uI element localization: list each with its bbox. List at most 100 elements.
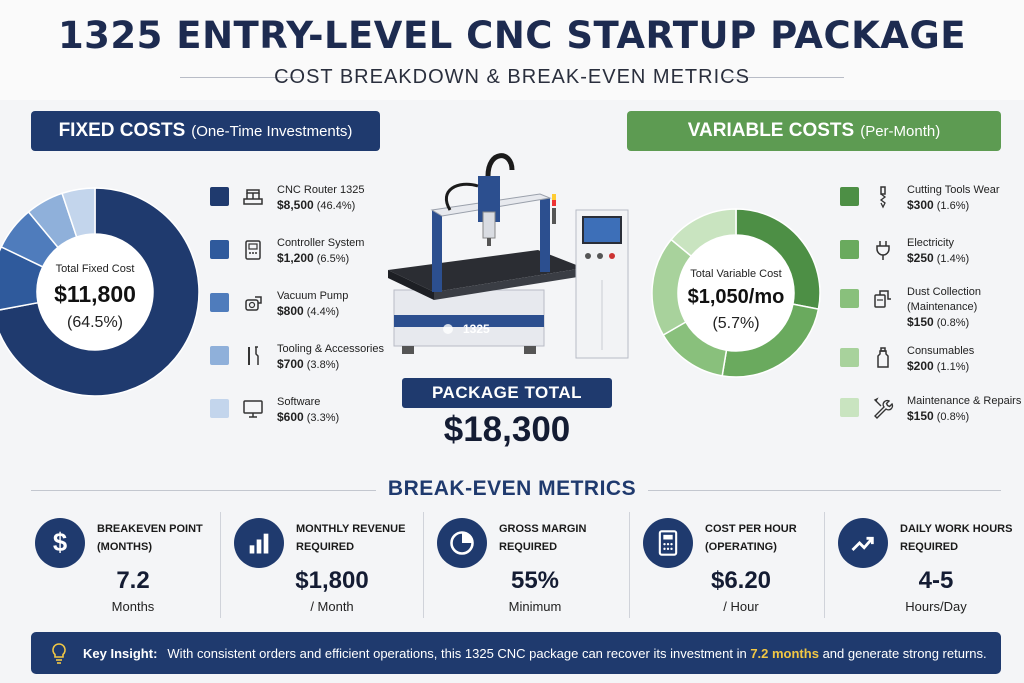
plug-icon (876, 241, 890, 260)
legend-swatch (840, 240, 859, 259)
metric-divider (220, 512, 221, 618)
variable-legend-item: Consumables $200 (1.1%) (840, 344, 974, 375)
breakeven-rule-left (31, 490, 376, 491)
metric-label-line2: (MONTHS) (97, 541, 152, 553)
dollar-icon: $ (53, 529, 67, 557)
machine-label: 1325 (463, 322, 490, 336)
legend-name: Maintenance & Repairs (907, 395, 1022, 407)
metric-icon-badge (234, 518, 284, 568)
end-mill-icon (879, 186, 887, 209)
metric-label-line1: COST PER HOUR (705, 523, 797, 535)
legend-swatch (840, 398, 859, 417)
variable-total-value: $1,050/mo (687, 286, 785, 308)
legend-swatch (840, 348, 859, 367)
metric-label-line2: REQUIRED (900, 541, 959, 553)
legend-name: Cutting Tools Wear (907, 184, 1000, 196)
legend-swatch (840, 187, 859, 206)
metric-label: GROSS MARGIN REQUIRED (499, 520, 629, 556)
fixed-cost-donut (0, 187, 200, 397)
insight-highlight: 7.2 months (750, 645, 819, 661)
variable-donut-center-hole (678, 235, 794, 351)
monitor-icon (243, 400, 263, 418)
metric-value: 4-5 (918, 567, 954, 594)
metric-unit: / Hour (723, 599, 759, 614)
key-insight-text: With consistent orders and efficient ope… (167, 646, 986, 661)
legend-pct: (1.4%) (936, 253, 970, 265)
metric-icon-badge (437, 518, 487, 568)
legend-amount: $600 (277, 410, 304, 424)
fixed-donut-center-hole (37, 234, 153, 350)
metric-unit: Months (111, 599, 155, 614)
fixed-total-label: Total Fixed Cost (55, 263, 135, 275)
legend-name: Vacuum Pump (277, 290, 349, 302)
legend-pct: (3.8%) (306, 359, 340, 371)
metric-card: DAILY WORK HOURS REQUIRED 4-5 Hours/Day (838, 510, 1024, 622)
tooling-icon (248, 346, 259, 365)
legend-text: Consumables $200 (1.1%) (907, 344, 974, 375)
vacuum-pump-icon (245, 296, 262, 311)
insight-text-before: With consistent orders and efficient ope… (167, 645, 747, 661)
legend-name-sub: (Maintenance) (907, 301, 978, 313)
metric-divider (629, 512, 630, 618)
legend-pct: (3.3%) (306, 412, 340, 424)
key-insight-bar: Key Insight: With consistent orders and … (31, 632, 1001, 674)
metric-card: MONTHLY REVENUE REQUIRED $1,800 / Month (234, 510, 430, 622)
subtitle-row: COST BREAKDOWN & BREAK-EVEN METRICS (180, 64, 844, 92)
cnc-machine-illustration: 1325 (388, 153, 629, 359)
legend-amount: $700 (277, 357, 304, 371)
legend-amount: $1,200 (277, 251, 314, 265)
fixed-legend-item: Controller System $1,200 (6.5%) (210, 236, 364, 267)
legend-swatch (210, 399, 229, 418)
insight-text-after: and generate strong returns. (822, 645, 987, 661)
metric-label-line2: (OPERATING) (705, 541, 777, 553)
bottle-icon (877, 347, 889, 368)
subtitle-rule-right (724, 77, 844, 78)
breakeven-heading: BREAK-EVEN METRICS (387, 477, 637, 500)
metric-label-line1: BREAKEVEN POINT (97, 523, 203, 535)
legend-text: Dust Collection (Maintenance) $150 (0.8%) (907, 285, 981, 331)
metric-label: DAILY WORK HOURS REQUIRED (900, 520, 1024, 556)
legend-text: CNC Router 1325 $8,500 (46.4%) (277, 183, 364, 214)
fixed-legend-item: Software $600 (3.3%) (210, 395, 339, 426)
variable-donut-center: Total Variable Cost $1,050/mo (5.7%) (684, 268, 788, 333)
fixed-total-pct: (64.5%) (66, 314, 124, 331)
fixed-legend-item: Tooling & Accessories $700 (3.8%) (210, 342, 384, 373)
header: 1325 ENTRY-LEVEL CNC STARTUP PACKAGE COS… (0, 0, 1024, 100)
metric-icon-badge (643, 518, 693, 568)
legend-text: Cutting Tools Wear $300 (1.6%) (907, 183, 1000, 214)
fixed-costs-banner: FIXED COSTS (One-Time Investments) (31, 111, 380, 151)
fixed-costs-heading: FIXED COSTS (58, 120, 186, 141)
legend-pct: (46.4%) (316, 200, 356, 212)
legend-pct: (0.8%) (936, 317, 970, 329)
metric-label: MONTHLY REVENUE REQUIRED (296, 520, 426, 556)
variable-cost-donut (651, 208, 821, 378)
variable-costs-heading: VARIABLE COSTS (687, 120, 855, 141)
legend-name: Controller System (277, 237, 365, 249)
legend-text: Software $600 (3.3%) (277, 395, 339, 426)
legend-name: Dust Collection (907, 286, 981, 298)
legend-name: Consumables (907, 345, 975, 357)
legend-swatch (210, 346, 229, 365)
legend-pct: (1.1%) (936, 361, 970, 373)
page-title: 1325 ENTRY-LEVEL CNC STARTUP PACKAGE (57, 14, 967, 57)
pie-chart-icon (450, 531, 474, 555)
metric-label-line1: MONTHLY REVENUE (296, 523, 406, 535)
metric-divider (423, 512, 424, 618)
metric-value: $1,800 (295, 567, 369, 594)
legend-name: Tooling & Accessories (277, 343, 384, 355)
dust-collector-icon (874, 290, 891, 308)
subtitle-rule-left (180, 77, 300, 78)
metric-value: $6.20 (710, 567, 772, 594)
metric-icon-badge: $ (35, 518, 85, 568)
legend-pct: (1.6%) (936, 200, 970, 212)
metric-divider (824, 512, 825, 618)
legend-text: Vacuum Pump $800 (4.4%) (277, 289, 348, 320)
metric-unit: Minimum (508, 599, 562, 614)
variable-legend-item: Cutting Tools Wear $300 (1.6%) (840, 183, 1000, 214)
metric-label: COST PER HOUR (OPERATING) (705, 520, 835, 556)
legend-amount: $300 (907, 198, 934, 212)
metric-value: 7.2 (116, 567, 150, 594)
fixed-donut-center: Total Fixed Cost $11,800 (64.5%) (43, 263, 147, 332)
fixed-legend-item: Vacuum Pump $800 (4.4%) (210, 289, 348, 320)
page-subtitle: COST BREAKDOWN & BREAK-EVEN METRICS (274, 66, 750, 88)
